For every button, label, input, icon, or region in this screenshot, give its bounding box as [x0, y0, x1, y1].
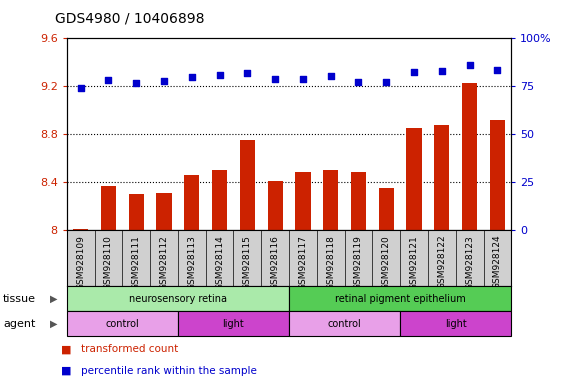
Bar — [400, 311, 511, 336]
Bar — [178, 311, 289, 336]
Text: GSM928121: GSM928121 — [410, 235, 418, 290]
Text: neurosensory retina: neurosensory retina — [129, 293, 227, 304]
Bar — [73, 229, 88, 230]
Text: GSM928122: GSM928122 — [437, 235, 446, 290]
Point — [215, 72, 224, 78]
Text: ▶: ▶ — [51, 293, 58, 304]
Bar — [128, 194, 144, 230]
Text: percentile rank within the sample: percentile rank within the sample — [81, 366, 257, 376]
Bar — [295, 172, 311, 230]
Bar — [351, 172, 366, 230]
Point — [187, 74, 196, 80]
Text: ■: ■ — [61, 366, 75, 376]
Text: transformed count: transformed count — [81, 344, 178, 354]
Point — [354, 79, 363, 85]
Bar — [379, 189, 394, 230]
Text: GSM928117: GSM928117 — [299, 235, 307, 290]
Point — [326, 73, 335, 79]
Text: light: light — [445, 318, 467, 329]
Point — [410, 69, 419, 75]
Text: GSM928113: GSM928113 — [187, 235, 196, 290]
Text: GSM928123: GSM928123 — [465, 235, 474, 290]
Bar — [490, 120, 505, 230]
Text: ▶: ▶ — [51, 318, 58, 329]
Bar — [101, 186, 116, 230]
Point — [132, 79, 141, 86]
Point — [159, 78, 168, 84]
Point — [465, 62, 474, 68]
Bar — [434, 125, 450, 230]
Bar — [407, 128, 422, 230]
Text: GSM928115: GSM928115 — [243, 235, 252, 290]
Bar — [67, 286, 289, 311]
Text: GSM928124: GSM928124 — [493, 235, 502, 290]
Bar — [289, 311, 400, 336]
Text: GSM928119: GSM928119 — [354, 235, 363, 290]
Point — [243, 70, 252, 76]
Text: control: control — [106, 318, 139, 329]
Text: GSM928116: GSM928116 — [271, 235, 279, 290]
Bar — [289, 286, 511, 311]
Text: GDS4980 / 10406898: GDS4980 / 10406898 — [55, 12, 205, 25]
Text: GSM928114: GSM928114 — [215, 235, 224, 290]
Bar — [67, 311, 178, 336]
Bar — [267, 181, 283, 230]
Bar — [212, 170, 227, 230]
Point — [437, 68, 446, 74]
Text: GSM928120: GSM928120 — [382, 235, 391, 290]
Bar — [184, 175, 199, 230]
Point — [104, 76, 113, 83]
Bar — [462, 83, 477, 230]
Text: tissue: tissue — [3, 293, 36, 304]
Text: ■: ■ — [61, 344, 75, 354]
Point — [298, 76, 307, 82]
Point — [76, 85, 85, 91]
Text: GSM928109: GSM928109 — [76, 235, 85, 290]
Text: GSM928118: GSM928118 — [326, 235, 335, 290]
Text: light: light — [223, 318, 245, 329]
Text: control: control — [328, 318, 361, 329]
Text: agent: agent — [3, 318, 35, 329]
Bar — [156, 193, 171, 230]
Bar — [240, 141, 255, 230]
Text: GSM928112: GSM928112 — [160, 235, 168, 290]
Point — [271, 76, 280, 82]
Text: GSM928111: GSM928111 — [132, 235, 141, 290]
Bar — [323, 170, 338, 230]
Text: GSM928110: GSM928110 — [104, 235, 113, 290]
Point — [382, 79, 391, 85]
Point — [493, 67, 502, 73]
Text: retinal pigment epithelium: retinal pigment epithelium — [335, 293, 465, 304]
